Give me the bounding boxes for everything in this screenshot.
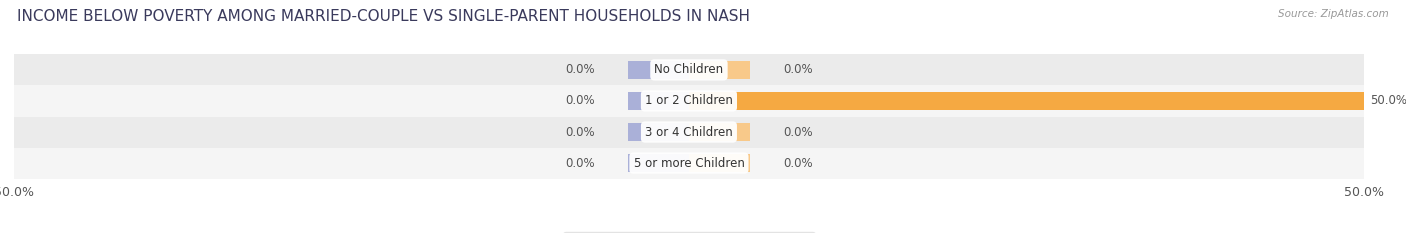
Bar bbox=[14, 86, 1364, 116]
Text: 5 or more Children: 5 or more Children bbox=[634, 157, 744, 170]
Text: 0.0%: 0.0% bbox=[565, 126, 595, 139]
Bar bbox=[628, 61, 689, 79]
Text: 0.0%: 0.0% bbox=[565, 94, 595, 107]
Text: 0.0%: 0.0% bbox=[783, 126, 813, 139]
Text: 1 or 2 Children: 1 or 2 Children bbox=[645, 94, 733, 107]
Bar bbox=[628, 154, 689, 172]
Bar bbox=[689, 154, 749, 172]
Legend: Married Couples, Single Parents: Married Couples, Single Parents bbox=[564, 232, 814, 233]
Text: Source: ZipAtlas.com: Source: ZipAtlas.com bbox=[1278, 9, 1389, 19]
Bar bbox=[14, 147, 1364, 179]
Bar bbox=[14, 54, 1364, 86]
Bar bbox=[14, 116, 1364, 147]
Bar bbox=[689, 123, 749, 141]
Text: 50.0%: 50.0% bbox=[1371, 94, 1406, 107]
Text: INCOME BELOW POVERTY AMONG MARRIED-COUPLE VS SINGLE-PARENT HOUSEHOLDS IN NASH: INCOME BELOW POVERTY AMONG MARRIED-COUPL… bbox=[17, 9, 749, 24]
Bar bbox=[689, 92, 1364, 110]
Bar bbox=[628, 123, 689, 141]
Bar bbox=[628, 92, 689, 110]
Text: 0.0%: 0.0% bbox=[783, 63, 813, 76]
Text: 0.0%: 0.0% bbox=[565, 63, 595, 76]
Text: No Children: No Children bbox=[654, 63, 724, 76]
Text: 3 or 4 Children: 3 or 4 Children bbox=[645, 126, 733, 139]
Text: 0.0%: 0.0% bbox=[565, 157, 595, 170]
Text: 0.0%: 0.0% bbox=[783, 157, 813, 170]
Bar bbox=[689, 61, 749, 79]
